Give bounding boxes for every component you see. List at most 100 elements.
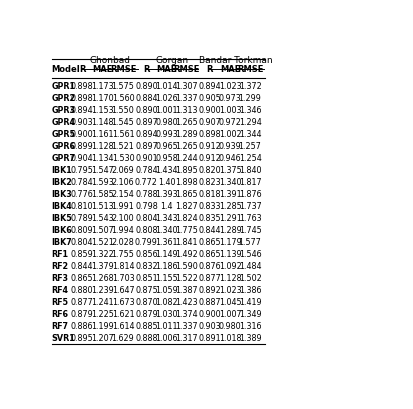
Text: 1.207: 1.207: [91, 333, 114, 342]
Text: 0.823: 0.823: [198, 178, 221, 187]
Text: 0.818: 0.818: [198, 189, 221, 198]
Text: 0.820: 0.820: [198, 166, 221, 175]
Text: 0.901: 0.901: [135, 153, 157, 162]
Text: IBK1: IBK1: [52, 166, 72, 175]
Text: 1.139: 1.139: [218, 249, 241, 258]
Text: 1.521: 1.521: [91, 237, 114, 246]
Text: 0.884: 0.884: [135, 94, 157, 103]
Text: 0.844: 0.844: [71, 261, 93, 270]
Text: 1.322: 1.322: [91, 249, 114, 258]
Text: 1.291: 1.291: [218, 213, 241, 222]
Text: 1.703: 1.703: [112, 273, 134, 282]
Text: 0.789: 0.789: [71, 213, 93, 222]
Text: 1.614: 1.614: [112, 321, 134, 330]
Text: 2.028: 2.028: [112, 237, 134, 246]
Text: 0.804: 0.804: [71, 237, 93, 246]
Text: RF3: RF3: [52, 273, 69, 282]
Text: 1.289: 1.289: [218, 225, 241, 234]
Text: 0.912: 0.912: [198, 142, 221, 151]
Text: 0.784: 0.784: [71, 178, 93, 187]
Text: 2.106: 2.106: [112, 178, 134, 187]
Text: 0.894: 0.894: [71, 106, 93, 115]
Text: 1.344: 1.344: [238, 130, 261, 139]
Text: 1.513: 1.513: [91, 201, 114, 210]
Text: 1.379: 1.379: [91, 261, 114, 270]
Text: 1.423: 1.423: [175, 297, 197, 306]
Text: RF2: RF2: [52, 261, 69, 270]
Text: 1.153: 1.153: [91, 106, 114, 115]
Text: 1.026: 1.026: [155, 94, 178, 103]
Text: GPR7: GPR7: [52, 153, 76, 162]
Text: 0.958: 0.958: [155, 153, 178, 162]
Text: 1.148: 1.148: [91, 118, 114, 127]
Text: 1.361: 1.361: [155, 237, 178, 246]
Text: 1.647: 1.647: [112, 285, 134, 294]
Text: 1.372: 1.372: [238, 82, 261, 91]
Text: 0.900: 0.900: [198, 309, 221, 318]
Text: R: R: [143, 65, 149, 74]
Text: 0.897: 0.897: [135, 142, 157, 151]
Text: 1.393: 1.393: [155, 189, 178, 198]
Text: GPR6: GPR6: [52, 142, 76, 151]
Text: 0.890: 0.890: [135, 82, 157, 91]
Text: 0.900: 0.900: [71, 130, 93, 139]
Text: 1.199: 1.199: [91, 321, 114, 330]
Text: 0.875: 0.875: [135, 285, 157, 294]
Text: 0.851: 0.851: [135, 273, 157, 282]
Text: IBK5: IBK5: [52, 213, 72, 222]
Text: 1.530: 1.530: [112, 153, 134, 162]
Text: 1.40: 1.40: [157, 178, 175, 187]
Text: 1.737: 1.737: [238, 201, 261, 210]
Text: Bandar Torkman: Bandar Torkman: [199, 56, 273, 65]
Text: 1.550: 1.550: [112, 106, 134, 115]
Text: Ghonbad: Ghonbad: [89, 56, 130, 65]
Text: RF7: RF7: [52, 321, 69, 330]
Text: IBK4: IBK4: [52, 201, 72, 210]
Text: 0.895: 0.895: [71, 333, 93, 342]
Text: 0.844: 0.844: [198, 225, 221, 234]
Text: 1.841: 1.841: [175, 237, 197, 246]
Text: 0.946: 0.946: [218, 153, 241, 162]
Text: 0.772: 0.772: [135, 178, 157, 187]
Text: 1.023: 1.023: [218, 82, 241, 91]
Text: RF1: RF1: [52, 249, 69, 258]
Text: 1.824: 1.824: [175, 213, 197, 222]
Text: 1.546: 1.546: [238, 249, 261, 258]
Text: 0.939: 0.939: [218, 142, 241, 151]
Text: 1.543: 1.543: [91, 213, 114, 222]
Text: Model: Model: [52, 65, 80, 74]
Text: 1.003: 1.003: [218, 106, 241, 115]
Text: 1.313: 1.313: [175, 106, 197, 115]
Text: 1.268: 1.268: [91, 273, 114, 282]
Text: 0.809: 0.809: [71, 225, 93, 234]
Text: 1.590: 1.590: [175, 261, 197, 270]
Text: 1.149: 1.149: [155, 249, 178, 258]
Text: 2.069: 2.069: [112, 166, 134, 175]
Text: 1.585: 1.585: [91, 189, 114, 198]
Text: 1.349: 1.349: [238, 309, 261, 318]
Text: 1.994: 1.994: [112, 225, 134, 234]
Text: 1.337: 1.337: [175, 321, 197, 330]
Text: GPR3: GPR3: [52, 106, 76, 115]
Text: GPR2: GPR2: [52, 94, 76, 103]
Text: 0.897: 0.897: [135, 118, 157, 127]
Text: MAE: MAE: [92, 65, 112, 74]
Text: 0.880: 0.880: [71, 285, 93, 294]
Text: 1.745: 1.745: [238, 225, 261, 234]
Text: 1.484: 1.484: [238, 261, 261, 270]
Text: 1.059: 1.059: [155, 285, 178, 294]
Text: 1.593: 1.593: [91, 178, 114, 187]
Text: 1.307: 1.307: [175, 82, 197, 91]
Text: 1.898: 1.898: [175, 178, 197, 187]
Text: 1.161: 1.161: [91, 130, 114, 139]
Text: 0.888: 0.888: [135, 333, 157, 342]
Text: 0.879: 0.879: [71, 309, 93, 318]
Text: 1.560: 1.560: [112, 94, 134, 103]
Text: 0.788: 0.788: [135, 189, 157, 198]
Text: 1.865: 1.865: [175, 189, 197, 198]
Text: 0.898: 0.898: [198, 130, 221, 139]
Text: 1.128: 1.128: [218, 273, 241, 282]
Text: 0.907: 0.907: [198, 118, 221, 127]
Text: 1.244: 1.244: [175, 153, 197, 162]
Text: 2.100: 2.100: [112, 213, 134, 222]
